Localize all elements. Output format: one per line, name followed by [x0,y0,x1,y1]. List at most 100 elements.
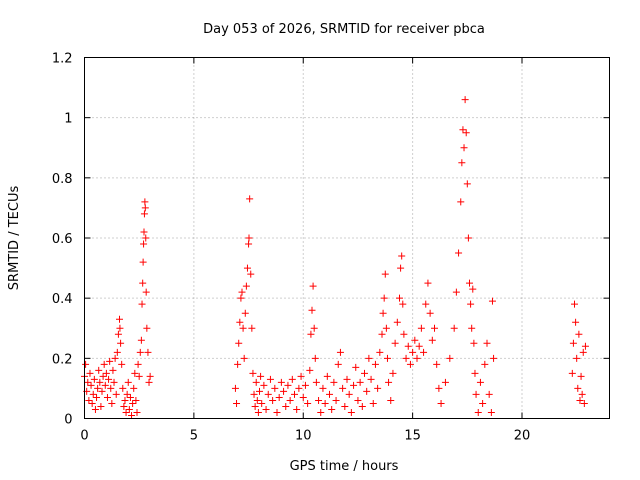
data-point [271,384,279,392]
data-point [297,372,305,380]
data-point [251,402,259,410]
data-point [575,330,583,338]
data-point [284,381,292,389]
axis-ticks: 0 5 10 15 20 0 0.2 0.4 0.6 0.8 1 1.2 [52,52,610,444]
data-point [334,360,342,368]
y-tick-label: 0 [64,413,72,428]
data-point [280,387,288,395]
data-point [367,375,375,383]
data-point [85,396,93,404]
data-point [396,294,403,302]
data-point [304,399,312,407]
data-point [240,354,248,362]
data-point [312,378,320,386]
data-point [426,309,434,317]
data-point [132,396,140,404]
data-point [245,234,253,242]
data-point [140,240,148,248]
data-point [266,375,274,383]
data-points [81,96,589,419]
data-point [110,378,118,386]
data-point [467,300,475,308]
data-point [140,210,148,218]
data-point [239,324,247,332]
x-tick-label: 10 [295,429,312,444]
data-point [307,330,315,338]
data-point [245,240,253,248]
data-point [341,402,349,410]
data-point [234,360,242,368]
data-point [123,390,131,398]
data-point [257,372,265,380]
data-point [468,324,476,332]
data-point [332,396,340,404]
data-point [458,159,466,167]
data-point [293,405,301,413]
data-point [247,270,255,278]
data-point [262,405,270,413]
data-point [385,378,393,386]
data-point [345,390,353,398]
data-point [141,198,149,206]
data-point [317,408,325,416]
data-point [145,378,153,386]
data-point [82,360,90,368]
data-point [253,396,261,404]
data-point [581,342,589,350]
data-point [352,363,360,371]
data-point [238,288,246,296]
data-point [264,390,272,398]
data-point [139,279,147,287]
data-point [361,369,368,377]
data-point [573,354,581,362]
data-point [483,339,491,347]
data-point [91,405,99,413]
data-point [241,309,249,317]
data-point [472,390,480,398]
data-point [102,369,110,377]
data-point [306,366,314,374]
data-point [98,387,106,395]
data-point [471,369,479,377]
data-point [469,285,477,293]
data-point [435,384,443,392]
data-point [309,282,317,290]
data-point [374,384,382,392]
y-tick-label: 0.6 [52,232,73,247]
data-point [246,195,254,203]
data-point [114,330,122,338]
data-point [116,315,123,323]
data-point [452,288,460,296]
data-point [87,381,95,389]
data-point [106,357,114,365]
data-point [568,369,576,377]
data-point [248,324,256,332]
data-point [321,399,329,407]
data-point [400,330,408,338]
data-point [578,390,586,398]
data-point [319,384,327,392]
data-point [487,408,495,416]
data-point [571,300,578,308]
data-point [379,309,387,317]
data-point [135,372,143,380]
data-point [93,393,101,401]
data-point [96,378,104,386]
data-point [129,399,137,407]
data-point [369,399,377,407]
data-point [107,384,115,392]
data-point [233,399,241,407]
data-point [109,366,117,374]
data-point [100,360,108,368]
data-point [393,318,401,326]
data-point [310,324,318,332]
data-point [461,96,469,104]
data-point [128,411,136,419]
data-point [371,360,379,368]
data-point [84,378,92,386]
data-point [464,234,472,242]
data-point [326,390,333,398]
data-point [420,348,428,356]
data-point [301,381,309,389]
data-point [89,390,97,398]
